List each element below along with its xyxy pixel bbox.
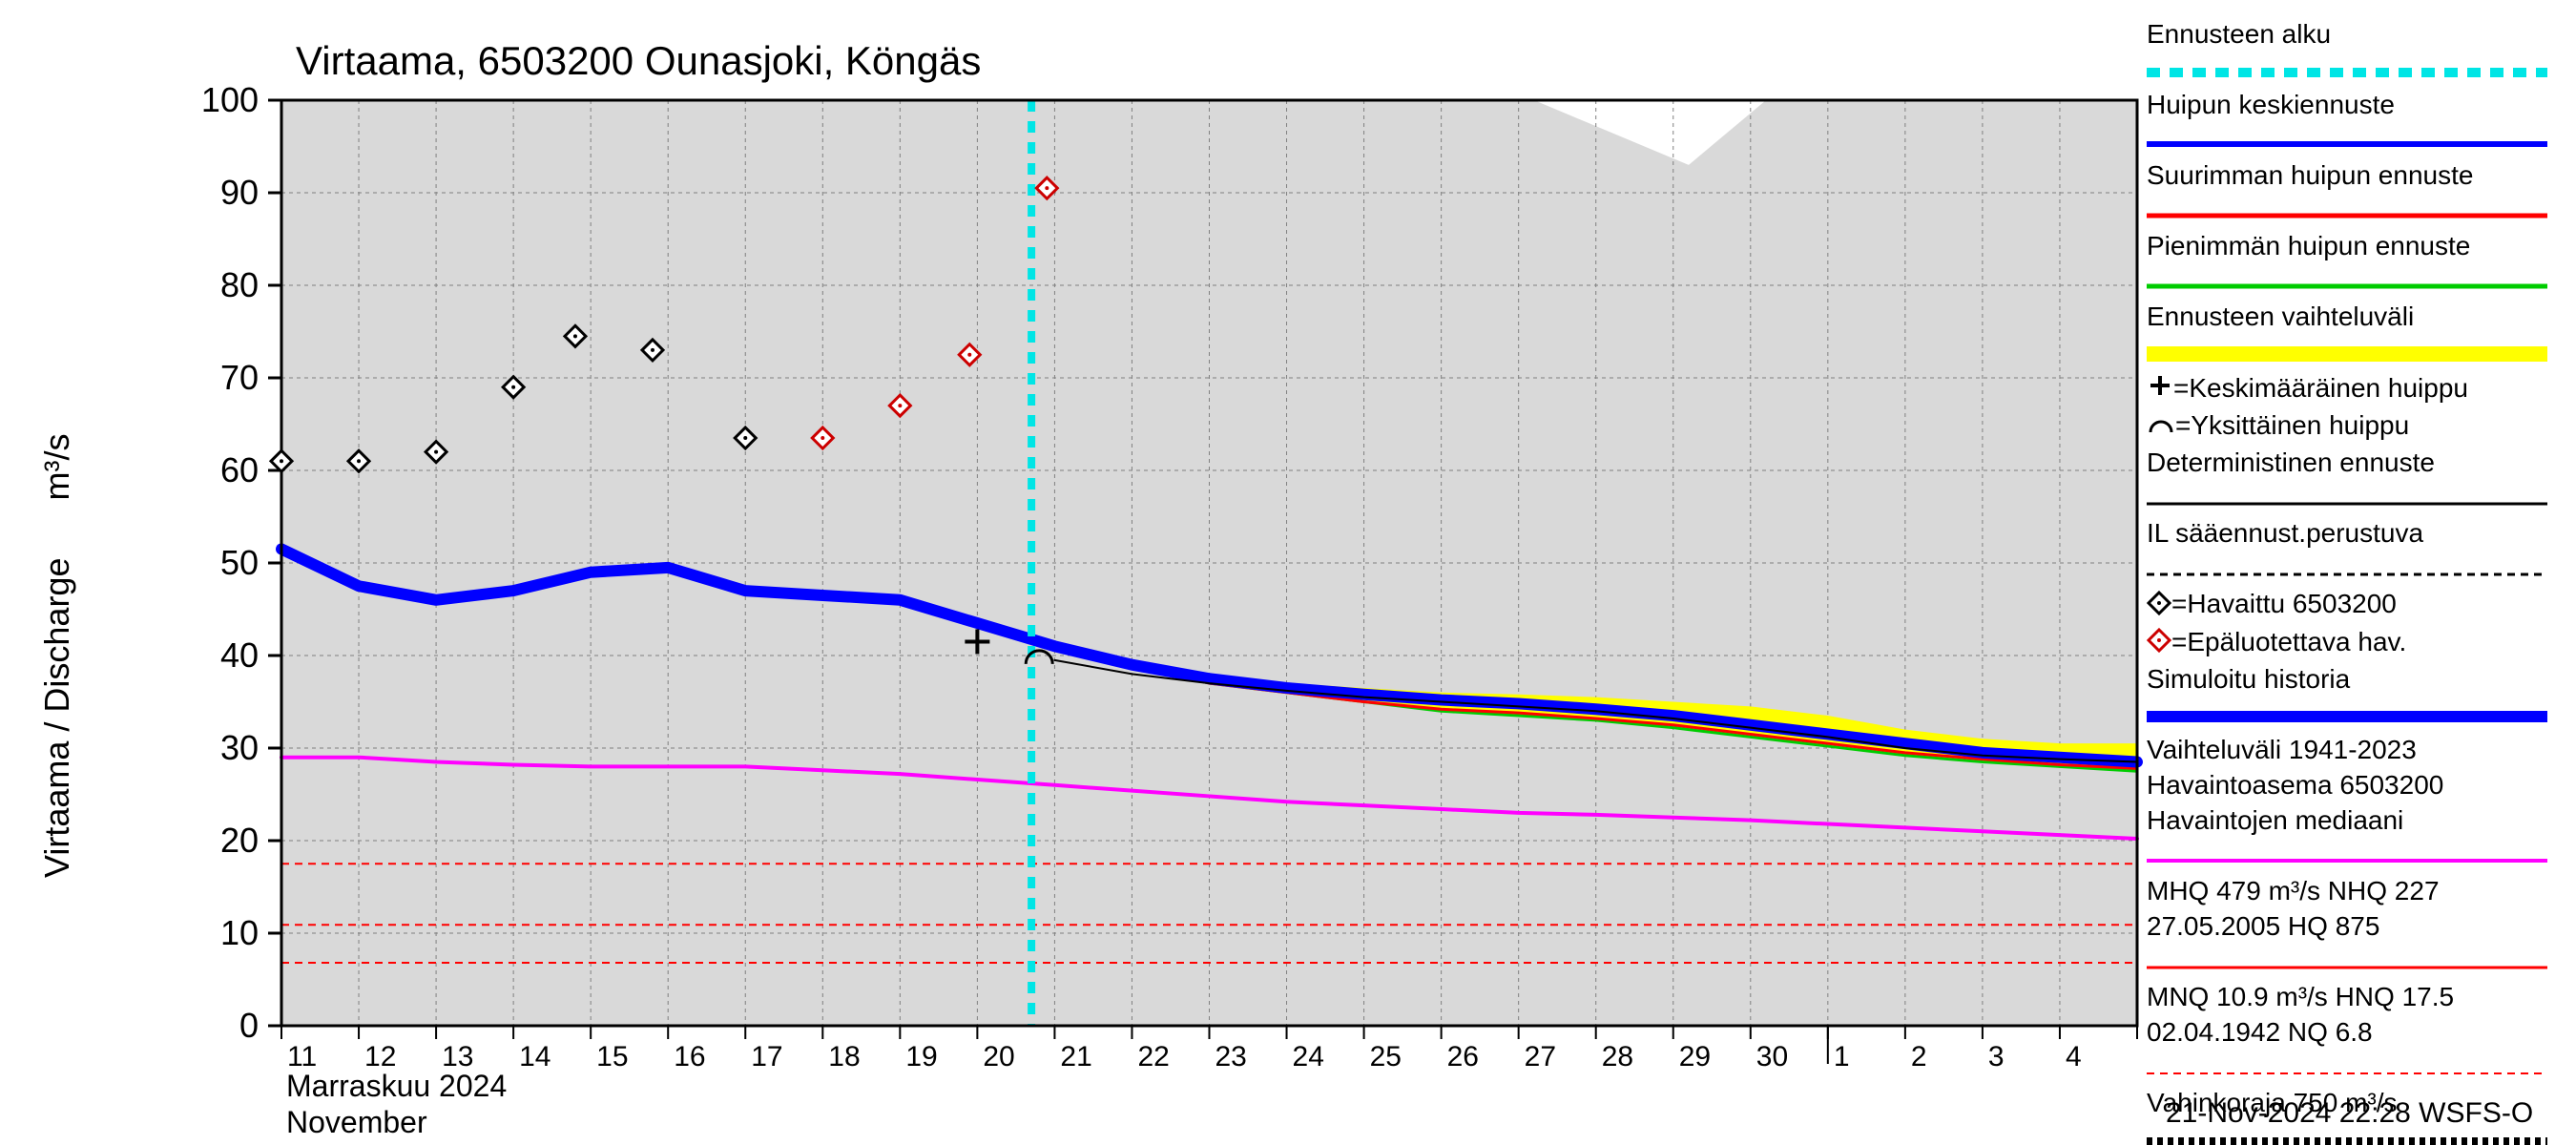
- svg-text:100: 100: [201, 80, 259, 119]
- legend-label: IL sääennust.perustuva: [2147, 516, 2557, 550]
- svg-text:22: 22: [1137, 1041, 1169, 1072]
- legend-swatch: [2147, 839, 2547, 872]
- svg-text:20: 20: [983, 1041, 1014, 1072]
- legend-label: =Havaittu 6503200: [2171, 589, 2397, 618]
- svg-text:25: 25: [1370, 1041, 1402, 1072]
- svg-text:30: 30: [220, 728, 259, 767]
- legend-item-median: Havaintojen mediaani: [2147, 803, 2557, 872]
- svg-text:29: 29: [1679, 1041, 1711, 1072]
- legend-swatch: [2147, 336, 2547, 369]
- svg-text:26: 26: [1447, 1041, 1479, 1072]
- svg-text:24: 24: [1293, 1041, 1324, 1072]
- svg-text:0: 0: [239, 1006, 259, 1045]
- legend-swatch: [2147, 194, 2547, 227]
- svg-text:19: 19: [905, 1041, 937, 1072]
- legend-item-single_peak: =Yksittäinen huippu: [2147, 408, 2557, 444]
- legend-label: MNQ 10.9 m³/s HNQ 17.5: [2147, 982, 2454, 1011]
- legend-item-peak_min: Pienimmän huipun ennuste: [2147, 229, 2557, 298]
- svg-text:17: 17: [751, 1041, 782, 1072]
- svg-text:50: 50: [220, 543, 259, 582]
- legend-label: Deterministinen ennuste: [2147, 446, 2557, 479]
- timestamp: 21-Nov-2024 22:28 WSFS-O: [2166, 1097, 2533, 1130]
- legend-item-mean_peak: =Keskimääräinen huippu: [2147, 371, 2557, 407]
- legend-swatch: [2147, 410, 2175, 444]
- svg-text:21: 21: [1060, 1041, 1091, 1072]
- legend-label: Simuloitu historia: [2147, 662, 2557, 696]
- legend-item-observed: =Havaittu 6503200: [2147, 587, 2557, 622]
- svg-text:23: 23: [1215, 1041, 1247, 1072]
- legend-label: =Keskimääräinen huippu: [2173, 373, 2468, 403]
- svg-text:3: 3: [1988, 1041, 2005, 1072]
- svg-text:20: 20: [220, 821, 259, 860]
- svg-text:10: 10: [220, 913, 259, 952]
- svg-text:27: 27: [1525, 1041, 1556, 1072]
- svg-text:4: 4: [2066, 1041, 2082, 1072]
- x-month-en: November: [286, 1105, 427, 1140]
- legend: Ennusteen alku Huipun keskiennuste Suurimm…: [2147, 17, 2557, 1145]
- legend-label: =Epäluotettava hav.: [2171, 627, 2406, 656]
- legend-label: Ennusteen vaihteluväli: [2147, 300, 2557, 333]
- legend-item-deterministic: Deterministinen ennuste: [2147, 446, 2557, 514]
- legend-label: Havaintojen mediaani: [2147, 803, 2557, 837]
- svg-text:15: 15: [596, 1041, 628, 1072]
- legend-item-peak_mean: Huipun keskiennuste: [2147, 88, 2557, 156]
- legend-item-range: Ennusteen vaihteluväli: [2147, 300, 2557, 368]
- legend-label: MHQ 479 m³/s NHQ 227: [2147, 876, 2440, 906]
- svg-text:60: 60: [220, 450, 259, 489]
- legend-label: Vaihteluväli 1941-2023: [2147, 735, 2417, 764]
- svg-text:80: 80: [220, 265, 259, 304]
- svg-text:30: 30: [1756, 1041, 1788, 1072]
- legend-swatch: [2147, 481, 2547, 514]
- svg-text:14: 14: [519, 1041, 551, 1072]
- legend-item-forecast_start: Ennusteen alku: [2147, 17, 2557, 86]
- svg-text:2: 2: [1911, 1041, 1927, 1072]
- svg-text:40: 40: [220, 635, 259, 675]
- svg-text:16: 16: [674, 1041, 705, 1072]
- legend-swatch: [2147, 1051, 2547, 1084]
- legend-item-nq: 02.04.1942 NQ 6.8: [2147, 1015, 2557, 1084]
- legend-item-mnq: MNQ 10.9 m³/s HNQ 17.5: [2147, 980, 2557, 1013]
- legend-item-unreliable: =Epäluotettava hav.: [2147, 625, 2557, 660]
- legend-label: 02.04.1942 NQ 6.8: [2147, 1015, 2557, 1049]
- legend-label: Huipun keskiennuste: [2147, 88, 2557, 121]
- legend-label: Suurimman huipun ennuste: [2147, 158, 2557, 192]
- chart-container: Virtaama / Discharge m³/s Virtaama, 6503…: [0, 0, 2576, 1145]
- legend-swatch: [2147, 264, 2547, 298]
- svg-text:28: 28: [1602, 1041, 1633, 1072]
- legend-swatch: [2147, 590, 2171, 623]
- legend-item-range_hist: Vaihteluväli 1941-2023: [2147, 733, 2557, 766]
- legend-swatch: [2147, 945, 2547, 978]
- legend-item-il_weather: IL sääennust.perustuva: [2147, 516, 2557, 585]
- svg-text:70: 70: [220, 358, 259, 397]
- legend-label: =Yksittäinen huippu: [2175, 410, 2409, 440]
- legend-swatch: [2147, 123, 2547, 156]
- legend-item-station: Havaintoasema 6503200: [2147, 768, 2557, 802]
- legend-label: Ennusteen alku: [2147, 17, 2557, 51]
- legend-label: 27.05.2005 HQ 875: [2147, 909, 2557, 943]
- legend-swatch: [2147, 52, 2547, 86]
- legend-swatch: [2147, 697, 2547, 731]
- svg-text:90: 90: [220, 173, 259, 212]
- svg-text:18: 18: [828, 1041, 860, 1072]
- legend-item-peak_max: Suurimman huipun ennuste: [2147, 158, 2557, 227]
- legend-swatch: [2147, 372, 2173, 406]
- legend-label: Havaintoasema 6503200: [2147, 770, 2443, 800]
- legend-item-mhq: MHQ 479 m³/s NHQ 227: [2147, 874, 2557, 907]
- svg-text:1: 1: [1834, 1041, 1850, 1072]
- x-month-fi: Marraskuu 2024: [286, 1069, 507, 1104]
- legend-item-sim_history: Simuloitu historia: [2147, 662, 2557, 731]
- legend-label: Pienimmän huipun ennuste: [2147, 229, 2557, 262]
- legend-swatch: [2147, 552, 2547, 585]
- legend-swatch: [2147, 627, 2171, 660]
- legend-item-hq: 27.05.2005 HQ 875: [2147, 909, 2557, 978]
